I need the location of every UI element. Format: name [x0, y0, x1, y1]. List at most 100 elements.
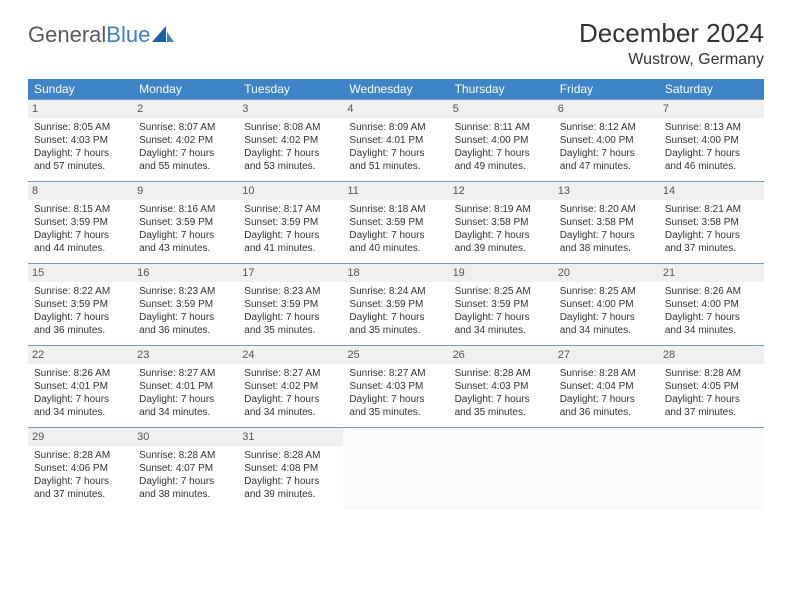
- day-number: 7: [659, 100, 764, 118]
- sunrise-text: Sunrise: 8:07 AM: [139, 121, 232, 134]
- sunrise-text: Sunrise: 8:20 AM: [560, 203, 653, 216]
- sunset-text: Sunset: 4:00 PM: [560, 134, 653, 147]
- daylight-text: Daylight: 7 hours and 35 minutes.: [349, 311, 442, 337]
- calendar-day-cell: 1Sunrise: 8:05 AMSunset: 4:03 PMDaylight…: [28, 100, 133, 182]
- calendar-week-row: 8Sunrise: 8:15 AMSunset: 3:59 PMDaylight…: [28, 182, 764, 264]
- calendar-day-cell: 2Sunrise: 8:07 AMSunset: 4:02 PMDaylight…: [133, 100, 238, 182]
- day-number: 1: [28, 100, 133, 118]
- sunset-text: Sunset: 4:03 PM: [455, 380, 548, 393]
- sunset-text: Sunset: 3:59 PM: [244, 216, 337, 229]
- day-number: 12: [449, 182, 554, 200]
- logo-sail-icon: [152, 26, 174, 44]
- sunrise-text: Sunrise: 8:28 AM: [560, 367, 653, 380]
- sunrise-text: Sunrise: 8:23 AM: [244, 285, 337, 298]
- sunrise-text: Sunrise: 8:25 AM: [455, 285, 548, 298]
- day-number: 15: [28, 264, 133, 282]
- day-number: 31: [238, 428, 343, 446]
- daylight-text: Daylight: 7 hours and 37 minutes.: [665, 229, 758, 255]
- day-number: 26: [449, 346, 554, 364]
- sunrise-text: Sunrise: 8:16 AM: [139, 203, 232, 216]
- calendar-day-cell: 8Sunrise: 8:15 AMSunset: 3:59 PMDaylight…: [28, 182, 133, 264]
- sunrise-text: Sunrise: 8:17 AM: [244, 203, 337, 216]
- calendar-day-cell: 13 Sunrise: 8:20 AMSunset: 3:58 PMDayligh…: [554, 182, 659, 264]
- calendar-day-cell: 19Sunrise: 8:25 AMSunset: 3:59 PMDayligh…: [449, 264, 554, 346]
- sunset-text: Sunset: 4:01 PM: [34, 380, 127, 393]
- sunrise-text: Sunrise: 8:27 AM: [349, 367, 442, 380]
- day-number: 11: [343, 182, 448, 200]
- logo-text-blue: Blue: [106, 22, 150, 48]
- day-number: 25: [343, 346, 448, 364]
- daylight-text: Daylight: 7 hours and 38 minutes.: [560, 229, 653, 255]
- day-number: 24: [238, 346, 343, 364]
- day-number: 13: [554, 182, 659, 200]
- sunrise-text: Sunrise: 8:24 AM: [349, 285, 442, 298]
- day-number: 22: [28, 346, 133, 364]
- day-number: 8: [28, 182, 133, 200]
- sunset-text: Sunset: 4:01 PM: [139, 380, 232, 393]
- daylight-text: Daylight: 7 hours and 57 minutes.: [34, 147, 127, 173]
- logo-text-general: General: [28, 22, 106, 48]
- title-block: December 2024 Wustrow, Germany: [579, 18, 764, 69]
- calendar-day-cell: 25Sunrise: 8:27 AMSunset: 4:03 PMDayligh…: [343, 346, 448, 428]
- sunrise-text: Sunrise: 8:19 AM: [455, 203, 548, 216]
- calendar-day-cell: 10Sunrise: 8:17 AMSunset: 3:59 PMDayligh…: [238, 182, 343, 264]
- day-number: 6: [554, 100, 659, 118]
- calendar-day-cell: 18Sunrise: 8:24 AMSunset: 3:59 PMDayligh…: [343, 264, 448, 346]
- calendar-day-cell: 29Sunrise: 8:28 AMSunset: 4:06 PMDayligh…: [28, 428, 133, 510]
- daylight-text: Daylight: 7 hours and 41 minutes.: [244, 229, 337, 255]
- calendar-day-cell: 12Sunrise: 8:19 AMSunset: 3:58 PMDayligh…: [449, 182, 554, 264]
- weekday-tuesday: Tuesday: [238, 79, 343, 100]
- calendar-day-cell: 22Sunrise: 8:26 AMSunset: 4:01 PMDayligh…: [28, 346, 133, 428]
- page-header: GeneralBlue December 2024 Wustrow, Germa…: [28, 18, 764, 69]
- sunset-text: Sunset: 3:58 PM: [560, 216, 653, 229]
- sunset-text: Sunset: 4:02 PM: [244, 134, 337, 147]
- calendar-day-cell: 16Sunrise: 8:23 AMSunset: 3:59 PMDayligh…: [133, 264, 238, 346]
- daylight-text: Daylight: 7 hours and 37 minutes.: [34, 475, 127, 501]
- weekday-saturday: Saturday: [659, 79, 764, 100]
- daylight-text: Daylight: 7 hours and 39 minutes.: [244, 475, 337, 501]
- weekday-wednesday: Wednesday: [343, 79, 448, 100]
- sunset-text: Sunset: 3:59 PM: [349, 216, 442, 229]
- sunset-text: Sunset: 3:59 PM: [244, 298, 337, 311]
- sunset-text: Sunset: 3:59 PM: [34, 216, 127, 229]
- calendar-day-cell: [449, 428, 554, 510]
- sunrise-text: Sunrise: 8:09 AM: [349, 121, 442, 134]
- daylight-text: Daylight: 7 hours and 40 minutes.: [349, 229, 442, 255]
- sunset-text: Sunset: 3:58 PM: [665, 216, 758, 229]
- sunset-text: Sunset: 4:01 PM: [349, 134, 442, 147]
- calendar-page: GeneralBlue December 2024 Wustrow, Germa…: [0, 0, 792, 510]
- daylight-text: Daylight: 7 hours and 47 minutes.: [560, 147, 653, 173]
- sunrise-text: Sunrise: 8:28 AM: [34, 449, 127, 462]
- sunset-text: Sunset: 4:02 PM: [244, 380, 337, 393]
- calendar-day-cell: 14Sunrise: 8:21 AMSunset: 3:58 PMDayligh…: [659, 182, 764, 264]
- calendar-day-cell: 28Sunrise: 8:28 AMSunset: 4:05 PMDayligh…: [659, 346, 764, 428]
- day-number: 28: [659, 346, 764, 364]
- sunrise-text: Sunrise: 8:28 AM: [244, 449, 337, 462]
- day-number: 29: [28, 428, 133, 446]
- day-number: 5: [449, 100, 554, 118]
- calendar-day-cell: 30Sunrise: 8:28 AMSunset: 4:07 PMDayligh…: [133, 428, 238, 510]
- calendar-day-cell: 26Sunrise: 8:28 AMSunset: 4:03 PMDayligh…: [449, 346, 554, 428]
- day-number: 23: [133, 346, 238, 364]
- sunset-text: Sunset: 3:59 PM: [455, 298, 548, 311]
- calendar-table: Sunday Monday Tuesday Wednesday Thursday…: [28, 79, 764, 510]
- day-number: 21: [659, 264, 764, 282]
- sunset-text: Sunset: 4:03 PM: [34, 134, 127, 147]
- daylight-text: Daylight: 7 hours and 34 minutes.: [34, 393, 127, 419]
- calendar-week-row: 22Sunrise: 8:26 AMSunset: 4:01 PMDayligh…: [28, 346, 764, 428]
- calendar-day-cell: 11 Sunrise: 8:18 AMSunset: 3:59 PMDayligh…: [343, 182, 448, 264]
- daylight-text: Daylight: 7 hours and 34 minutes.: [665, 311, 758, 337]
- calendar-day-cell: 27Sunrise: 8:28 AMSunset: 4:04 PMDayligh…: [554, 346, 659, 428]
- daylight-text: Daylight: 7 hours and 39 minutes.: [455, 229, 548, 255]
- sunrise-text: Sunrise: 8:18 AM: [349, 203, 442, 216]
- weekday-thursday: Thursday: [449, 79, 554, 100]
- day-number: 4: [343, 100, 448, 118]
- daylight-text: Daylight: 7 hours and 34 minutes.: [139, 393, 232, 419]
- calendar-day-cell: [659, 428, 764, 510]
- calendar-day-cell: [343, 428, 448, 510]
- daylight-text: Daylight: 7 hours and 46 minutes.: [665, 147, 758, 173]
- sunset-text: Sunset: 4:00 PM: [665, 134, 758, 147]
- daylight-text: Daylight: 7 hours and 37 minutes.: [665, 393, 758, 419]
- sunrise-text: Sunrise: 8:12 AM: [560, 121, 653, 134]
- calendar-day-cell: 17Sunrise: 8:23 AMSunset: 3:59 PMDayligh…: [238, 264, 343, 346]
